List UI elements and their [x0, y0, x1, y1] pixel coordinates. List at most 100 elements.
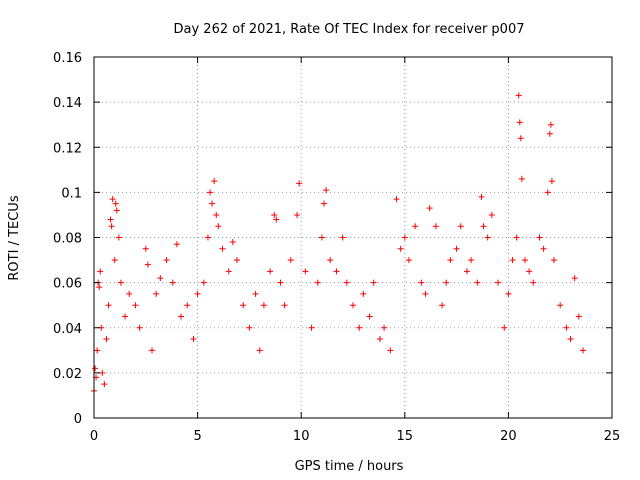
axis-ticks: 0 5 10 15 20 25 0 0.02 0.04 0.06 0.08 0.1 0.12 0.14 0.… [53, 51, 620, 444]
data-point [505, 290, 512, 297]
data-point [370, 279, 377, 286]
data-point [412, 223, 419, 230]
data-point [526, 268, 533, 275]
data-point [112, 200, 119, 207]
data-point [136, 324, 143, 331]
data-point [144, 261, 151, 268]
data-point [521, 257, 528, 264]
data-point [509, 257, 516, 264]
y-tick-label: 0.06 [53, 277, 82, 292]
data-point [113, 207, 120, 214]
data-point [184, 302, 191, 309]
data-point [163, 257, 170, 264]
data-point [540, 245, 547, 252]
data-point [518, 175, 525, 182]
data-point [517, 135, 524, 142]
data-point [453, 245, 460, 252]
data-point [97, 268, 104, 275]
data-point [294, 211, 301, 218]
data-point [468, 257, 475, 264]
data-point [157, 275, 164, 282]
data-point [233, 257, 240, 264]
grid-lines [94, 57, 612, 418]
data-point [122, 313, 129, 320]
y-tick-label: 0.02 [53, 367, 82, 382]
x-tick-label: 25 [604, 429, 621, 444]
data-point [443, 279, 450, 286]
data-point [308, 324, 315, 331]
data-point [356, 324, 363, 331]
data-point [480, 223, 487, 230]
data-point [343, 279, 350, 286]
data-point [405, 257, 412, 264]
data-point [246, 324, 253, 331]
data-point [320, 200, 327, 207]
data-point [103, 336, 110, 343]
data-point [94, 347, 101, 354]
data-point [194, 290, 201, 297]
data-point [271, 211, 278, 218]
data-point [323, 187, 330, 194]
data-point [267, 268, 274, 275]
data-point [360, 290, 367, 297]
data-point [515, 92, 522, 99]
data-point [516, 119, 523, 126]
data-point [287, 257, 294, 264]
data-point [256, 347, 263, 354]
data-point [495, 279, 502, 286]
data-point [178, 313, 185, 320]
y-tick-label: 0.12 [53, 141, 82, 156]
data-point [447, 257, 454, 264]
data-point [387, 347, 394, 354]
data-point [439, 302, 446, 309]
data-point [376, 336, 383, 343]
data-point [513, 234, 520, 241]
data-point [575, 313, 582, 320]
y-tick-label: 0 [74, 412, 82, 427]
y-tick-label: 0.16 [53, 51, 82, 66]
data-point [393, 196, 400, 203]
data-point [422, 290, 429, 297]
data-point [547, 121, 554, 128]
x-tick-label: 15 [397, 429, 414, 444]
data-point [115, 234, 122, 241]
data-point [571, 275, 578, 282]
data-point [149, 347, 156, 354]
data-point [432, 223, 439, 230]
data-point [99, 369, 106, 376]
data-point [200, 279, 207, 286]
data-point [229, 239, 236, 246]
data-point [240, 302, 247, 309]
data-point [211, 178, 218, 185]
data-point [501, 324, 508, 331]
y-tick-label: 0.04 [53, 322, 82, 337]
x-tick-label: 10 [293, 429, 310, 444]
data-point [318, 234, 325, 241]
data-points [91, 92, 586, 394]
data-point [142, 245, 149, 252]
data-point [339, 234, 346, 241]
data-point [401, 234, 408, 241]
data-point [484, 234, 491, 241]
x-tick-label: 5 [193, 429, 201, 444]
data-point [117, 279, 124, 286]
data-point [314, 279, 321, 286]
data-point [190, 336, 197, 343]
x-tick-label: 0 [90, 429, 98, 444]
data-point [457, 223, 464, 230]
data-point [546, 130, 553, 137]
data-point [281, 302, 288, 309]
data-point [107, 216, 114, 223]
data-point [530, 279, 537, 286]
y-tick-label: 0.08 [53, 232, 82, 247]
data-point [488, 211, 495, 218]
y-tick-label: 0.1 [61, 186, 82, 201]
y-axis-label: ROTI / TECUs [7, 195, 22, 280]
data-point [252, 290, 259, 297]
x-axis-label: GPS time / hours [295, 459, 404, 474]
data-point [215, 223, 222, 230]
data-point [557, 302, 564, 309]
data-point [333, 268, 340, 275]
data-point [563, 324, 570, 331]
data-point [397, 245, 404, 252]
